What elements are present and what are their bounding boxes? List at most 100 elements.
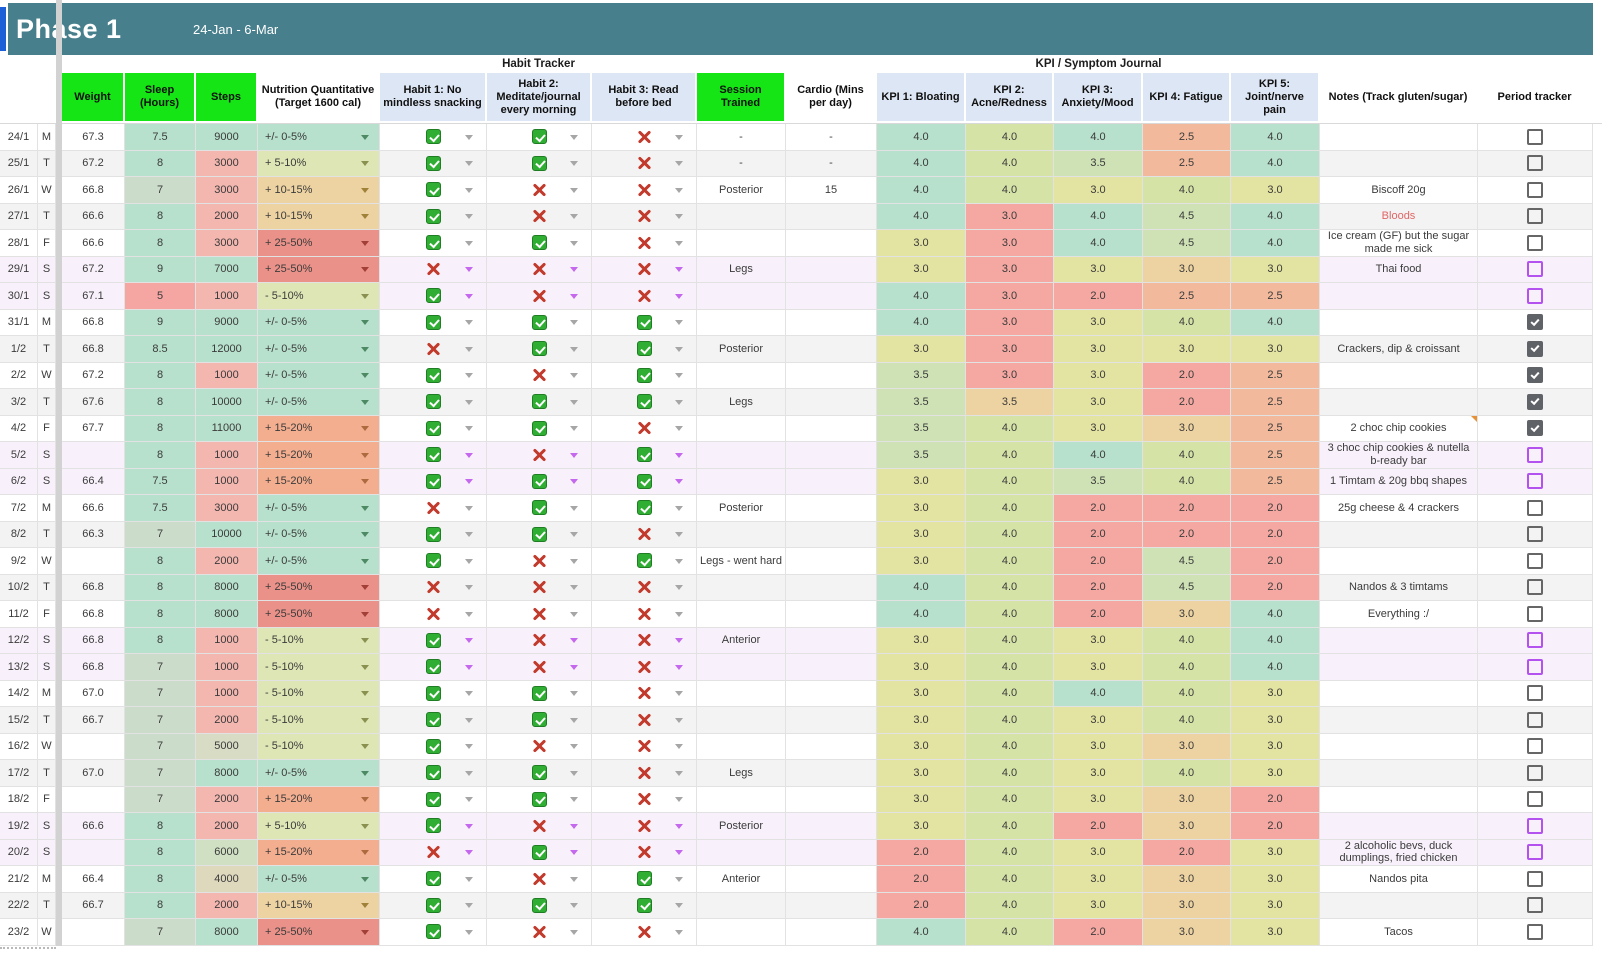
- day-cell[interactable]: S: [38, 468, 56, 495]
- kpi2-cell[interactable]: 4.0: [966, 919, 1054, 946]
- column-header-kpi1[interactable]: KPI 1: Bloating: [877, 73, 966, 123]
- sleep-cell[interactable]: 7: [125, 760, 196, 787]
- kpi3-cell[interactable]: 3.0: [1054, 733, 1143, 760]
- cross-icon[interactable]: [532, 819, 546, 833]
- checked-checkbox-icon[interactable]: [425, 685, 441, 701]
- steps-cell[interactable]: 10000: [196, 521, 258, 548]
- kpi5-cell[interactable]: 2.5: [1231, 283, 1320, 310]
- notes-cell[interactable]: [1320, 150, 1478, 177]
- kpi5-cell[interactable]: 2.0: [1231, 495, 1320, 522]
- dropdown-arrow-icon[interactable]: [361, 717, 369, 723]
- dropdown-arrow-icon[interactable]: [465, 187, 473, 193]
- kpi2-cell[interactable]: 4.0: [966, 548, 1054, 575]
- kpi4-cell[interactable]: 4.0: [1143, 654, 1231, 681]
- dropdown-arrow-icon[interactable]: [361, 320, 369, 326]
- cardio-cell[interactable]: [786, 203, 877, 230]
- kpi3-cell[interactable]: 2.0: [1054, 283, 1143, 310]
- dropdown-arrow-icon[interactable]: [570, 850, 578, 856]
- notes-cell[interactable]: [1320, 362, 1478, 389]
- cross-icon[interactable]: [637, 925, 651, 939]
- habit2-checkbox-cell[interactable]: [487, 124, 592, 151]
- date-cell[interactable]: 31/1: [0, 309, 38, 336]
- notes-cell[interactable]: Ice cream (GF) but the sugar made me sic…: [1320, 230, 1478, 257]
- dropdown-arrow-icon[interactable]: [361, 134, 369, 140]
- kpi1-cell[interactable]: 3.0: [877, 733, 966, 760]
- column-header-notes[interactable]: Notes (Track gluten/sugar): [1320, 73, 1478, 123]
- cross-icon[interactable]: [532, 739, 546, 753]
- date-cell[interactable]: 2/2: [0, 362, 38, 389]
- kpi1-cell[interactable]: 4.0: [877, 574, 966, 601]
- kpi2-cell[interactable]: 3.0: [966, 203, 1054, 230]
- session-trained-cell[interactable]: Legs: [697, 256, 786, 283]
- nutrition-dropdown-cell[interactable]: + 15-20%: [258, 839, 380, 866]
- cross-icon[interactable]: [637, 527, 651, 541]
- kpi4-cell[interactable]: 2.0: [1143, 362, 1231, 389]
- sleep-cell[interactable]: 5: [125, 283, 196, 310]
- habit3-checkbox-cell[interactable]: [592, 230, 697, 257]
- habit2-checkbox-cell[interactable]: [487, 495, 592, 522]
- checked-checkbox-icon[interactable]: [425, 394, 441, 410]
- sleep-cell[interactable]: 8: [125, 389, 196, 416]
- dropdown-arrow-icon[interactable]: [361, 691, 369, 697]
- kpi2-cell[interactable]: 4.0: [966, 177, 1054, 204]
- day-cell[interactable]: T: [38, 150, 56, 177]
- kpi3-cell[interactable]: 3.0: [1054, 256, 1143, 283]
- notes-cell[interactable]: [1320, 892, 1478, 919]
- dropdown-arrow-icon[interactable]: [570, 267, 578, 273]
- dropdown-arrow-icon[interactable]: [675, 823, 683, 829]
- period-tracker-cell[interactable]: [1478, 468, 1593, 495]
- cardio-cell[interactable]: [786, 442, 877, 469]
- period-checkbox[interactable]: [1527, 261, 1543, 278]
- cross-icon[interactable]: [637, 766, 651, 780]
- cardio-cell[interactable]: [786, 468, 877, 495]
- dropdown-arrow-icon[interactable]: [570, 744, 578, 750]
- checked-checkbox-icon[interactable]: [636, 447, 652, 463]
- sleep-cell[interactable]: 8: [125, 839, 196, 866]
- kpi3-cell[interactable]: 2.0: [1054, 521, 1143, 548]
- kpi3-cell[interactable]: 3.0: [1054, 389, 1143, 416]
- cardio-cell[interactable]: [786, 495, 877, 522]
- period-tracker-cell[interactable]: [1478, 150, 1593, 177]
- cross-icon[interactable]: [426, 501, 440, 515]
- day-cell[interactable]: S: [38, 654, 56, 681]
- nutrition-dropdown-cell[interactable]: + 25-50%: [258, 574, 380, 601]
- period-checkbox[interactable]: [1527, 526, 1543, 543]
- notes-cell[interactable]: 2 alcoholic bevs, duck dumplings, fried …: [1320, 839, 1478, 866]
- kpi1-cell[interactable]: 3.0: [877, 627, 966, 654]
- day-cell[interactable]: W: [38, 548, 56, 575]
- checked-checkbox-icon[interactable]: [425, 897, 441, 913]
- date-cell[interactable]: 19/2: [0, 813, 38, 840]
- dropdown-arrow-icon[interactable]: [465, 532, 473, 538]
- weight-cell[interactable]: 67.6: [62, 389, 125, 416]
- nutrition-dropdown-cell[interactable]: + 25-50%: [258, 601, 380, 628]
- habit2-checkbox-cell[interactable]: [487, 548, 592, 575]
- dropdown-arrow-icon[interactable]: [570, 664, 578, 670]
- steps-cell[interactable]: 3000: [196, 495, 258, 522]
- date-cell[interactable]: 15/2: [0, 707, 38, 734]
- session-trained-cell[interactable]: [697, 892, 786, 919]
- dropdown-arrow-icon[interactable]: [675, 638, 683, 644]
- kpi2-cell[interactable]: 3.0: [966, 362, 1054, 389]
- habit3-checkbox-cell[interactable]: [592, 495, 697, 522]
- session-trained-cell[interactable]: [697, 521, 786, 548]
- weight-cell[interactable]: 66.4: [62, 866, 125, 893]
- habit3-checkbox-cell[interactable]: [592, 256, 697, 283]
- kpi2-cell[interactable]: 4.0: [966, 521, 1054, 548]
- dropdown-arrow-icon[interactable]: [465, 373, 473, 379]
- dropdown-arrow-icon[interactable]: [465, 611, 473, 617]
- day-cell[interactable]: M: [38, 309, 56, 336]
- weight-cell[interactable]: 66.8: [62, 336, 125, 363]
- date-cell[interactable]: 26/1: [0, 177, 38, 204]
- date-cell[interactable]: 17/2: [0, 760, 38, 787]
- day-cell[interactable]: T: [38, 760, 56, 787]
- column-header-period[interactable]: Period tracker: [1478, 73, 1593, 123]
- kpi3-cell[interactable]: 3.0: [1054, 892, 1143, 919]
- weight-cell[interactable]: 66.8: [62, 177, 125, 204]
- sleep-cell[interactable]: 7.5: [125, 495, 196, 522]
- kpi1-cell[interactable]: 2.0: [877, 892, 966, 919]
- day-cell[interactable]: W: [38, 177, 56, 204]
- column-header-habit1[interactable]: Habit 1: No mindless snacking: [380, 73, 487, 123]
- sleep-cell[interactable]: 8: [125, 627, 196, 654]
- dropdown-arrow-icon[interactable]: [361, 929, 369, 935]
- cross-icon[interactable]: [532, 368, 546, 382]
